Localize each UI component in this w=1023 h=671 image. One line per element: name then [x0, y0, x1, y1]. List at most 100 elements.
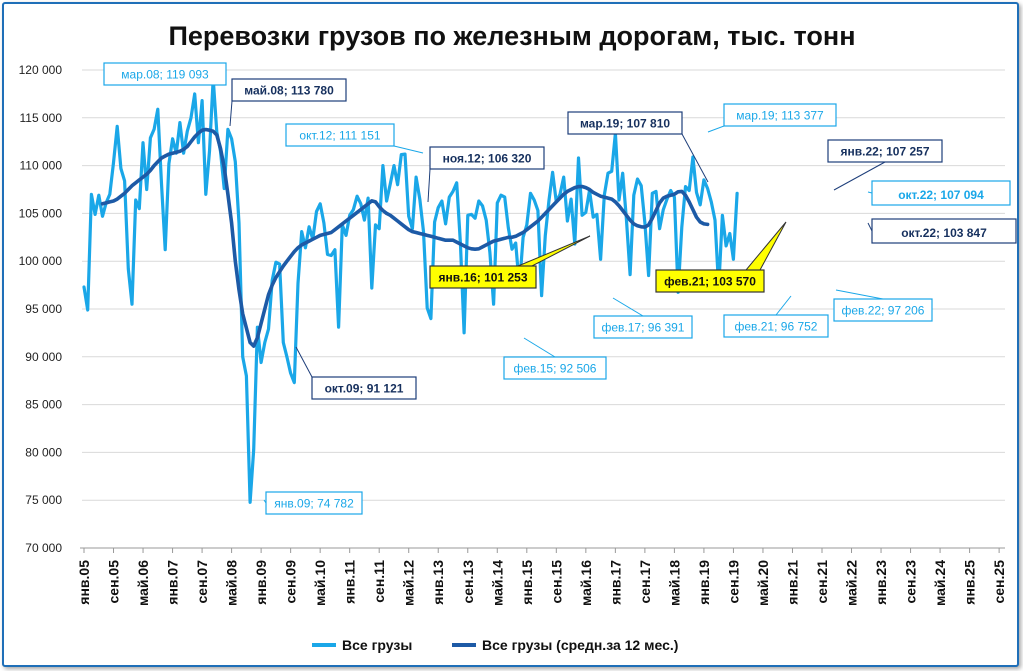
annotation-box — [103, 62, 227, 86]
y-tick-label: 115 000 — [20, 111, 63, 125]
annotation-box — [503, 356, 607, 380]
annotation-label: янв.16; 101 253 — [429, 265, 537, 289]
x-tick-label: сен.23 — [903, 560, 919, 604]
series-line-12m-average — [100, 127, 710, 348]
annotation-box — [723, 314, 829, 338]
annotation-label: ноя.12; 106 320 — [429, 146, 545, 170]
annotation-label: фев.15; 92 506 — [503, 356, 607, 380]
annotation-box — [871, 218, 1017, 244]
annotation-text: окт.09; 91 121 — [325, 381, 404, 395]
x-tick-label: янв.19 — [696, 560, 712, 605]
y-tick-label: 90 000 — [25, 350, 62, 364]
x-axis-ticks: янв.05 сен.05 май.06 янв.07 сен.07 май.08 янв.… — [76, 548, 1007, 606]
y-tick-label: 110 000 — [20, 159, 63, 173]
x-tick-label: май.12 — [401, 560, 417, 606]
annotation-box — [429, 265, 537, 289]
annotation-label: окт.09; 91 121 — [311, 376, 417, 400]
x-tick-label: май.10 — [312, 560, 328, 606]
annotation-text: ноя.12; 106 320 — [443, 151, 532, 165]
y-tick-label: 105 000 — [19, 206, 63, 220]
x-tick-label: янв.23 — [873, 560, 889, 605]
x-tick-label: янв.17 — [607, 560, 623, 605]
x-tick-label: сен.13 — [460, 560, 476, 604]
x-tick-label: май.20 — [755, 560, 771, 606]
annotation-pointer — [744, 221, 787, 271]
x-tick-label: сен.09 — [283, 560, 299, 604]
y-tick-label: 95 000 — [25, 302, 62, 316]
annotation-text: фев.22; 97 206 — [842, 303, 925, 317]
annotation-label: мар.19; 107 810 — [567, 111, 683, 135]
annotation-leader — [523, 337, 556, 358]
x-tick-label: май.18 — [666, 560, 682, 606]
annotation-label: фев.17; 96 391 — [593, 315, 693, 339]
annotation-label: окт.22; 103 847 — [871, 218, 1017, 244]
x-tick-label: янв.25 — [962, 560, 978, 605]
annotation-text: окт.22; 107 094 — [898, 188, 984, 202]
series-line-all-cargo — [82, 77, 739, 504]
x-tick-label: янв.11 — [342, 560, 358, 604]
x-tick-label: май.16 — [578, 560, 594, 606]
annotation-box — [723, 103, 837, 127]
x-tick-label: май.08 — [224, 560, 240, 606]
x-tick-label: сен.15 — [548, 560, 564, 604]
annotation-label: май.08; 113 780 — [231, 78, 347, 102]
x-tick-label: май.24 — [932, 560, 948, 606]
x-tick-label: сен.19 — [725, 560, 741, 604]
annotation-label: фев.22; 97 206 — [833, 298, 933, 322]
annotation-box — [833, 298, 933, 322]
x-tick-label: сен.25 — [991, 560, 1007, 604]
annotation-box — [871, 180, 1011, 206]
x-tick-label: май.22 — [844, 560, 860, 606]
annotation-text: мар.19; 113 377 — [736, 108, 824, 122]
y-tick-label: 75 000 — [25, 493, 62, 507]
series-lines — [82, 77, 739, 504]
x-tick-label: янв.07 — [165, 560, 181, 605]
annotation-text: мар.19; 107 810 — [580, 116, 670, 130]
y-tick-label: 120 000 — [19, 63, 63, 77]
annotation-leader — [229, 100, 233, 127]
annotation-leader — [612, 297, 644, 317]
annotation-label: окт.22; 107 094 — [871, 180, 1011, 206]
x-tick-label: сен.05 — [106, 560, 122, 604]
annotation-text: май.08; 113 780 — [244, 83, 334, 97]
annotation-box — [827, 139, 943, 163]
annotation-label: янв.09; 74 782 — [265, 491, 363, 515]
legend: Все грузы Все грузы (средн.за 12 мес.) — [312, 637, 678, 653]
annotation-label: фев.21; 96 752 — [723, 314, 829, 338]
x-tick-label: сен.17 — [637, 560, 653, 604]
x-tick-label: янв.21 — [784, 560, 800, 605]
annotation-leader — [295, 346, 313, 378]
annotation-leader — [867, 191, 873, 194]
annotation-box — [593, 315, 693, 339]
annotation-leader — [681, 133, 709, 183]
annotation-leader — [393, 145, 424, 154]
annotation-box — [285, 123, 395, 147]
annotation-text: фев.21; 96 752 — [735, 319, 818, 333]
x-tick-label: янв.13 — [430, 560, 446, 605]
annotation-text: фев.15; 92 506 — [514, 361, 597, 375]
annotation-box — [567, 111, 683, 135]
x-tick-label: сен.11 — [371, 560, 387, 603]
annotations: мар.08; 119 093 май.08; 113 780 окт.12; 11… — [103, 62, 1017, 515]
chart-title: Перевозки грузов по железным дорогам, ты… — [168, 21, 855, 51]
annotation-box — [265, 491, 363, 515]
y-axis-ticks: 70 000 75 000 80 000 85 000 90 000 95 000 100 … — [19, 63, 63, 555]
annotation-leader — [775, 295, 792, 316]
legend-label-avg: Все грузы (средн.за 12 мес.) — [482, 637, 678, 653]
x-tick-label: май.14 — [489, 560, 505, 606]
annotation-leader — [835, 289, 884, 300]
annotation-text: янв.16; 101 253 — [438, 270, 527, 284]
x-tick-label: янв.15 — [519, 560, 535, 605]
annotation-label: окт.12; 111 151 — [285, 123, 395, 147]
annotation-leaders — [164, 73, 886, 504]
annotation-text: фев.21; 103 570 — [664, 274, 756, 288]
x-tick-label: янв.09 — [253, 560, 269, 605]
legend-label-all: Все грузы — [342, 637, 412, 653]
x-tick-label: янв.05 — [76, 560, 92, 605]
y-tick-label: 70 000 — [25, 541, 62, 555]
annotation-text: янв.22; 107 257 — [840, 144, 929, 158]
annotation-leader — [833, 161, 886, 191]
y-tick-label: 85 000 — [25, 398, 62, 412]
